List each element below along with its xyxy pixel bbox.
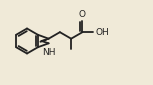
Text: NH: NH xyxy=(42,48,55,57)
Text: O: O xyxy=(79,10,86,19)
Text: OH: OH xyxy=(96,28,110,37)
